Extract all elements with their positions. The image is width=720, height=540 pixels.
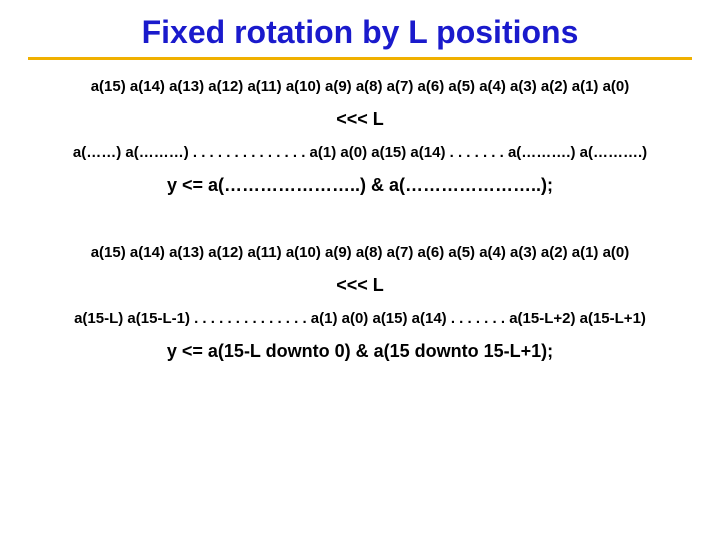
bottom-sequence: a(15) a(14) a(13) a(12) a(11) a(10) a(9)…: [20, 244, 700, 261]
bottom-rotated: a(15-L) a(15-L-1) . . . . . . . . . . . …: [20, 310, 700, 327]
title-underline: [28, 57, 692, 60]
top-sequence: a(15) a(14) a(13) a(12) a(11) a(10) a(9)…: [20, 78, 700, 95]
bottom-expression: y <= a(15-L downto 0) & a(15 downto 15-L…: [20, 341, 700, 362]
bottom-shift-op: <<< L: [20, 275, 700, 296]
slide-title: Fixed rotation by L positions: [20, 14, 700, 51]
top-rotated: a(……) a(………) . . . . . . . . . . . . . .…: [20, 144, 700, 161]
top-shift-op: <<< L: [20, 109, 700, 130]
slide: Fixed rotation by L positions a(15) a(14…: [0, 0, 720, 540]
top-expression: y <= a(…………………..) & a(…………………..);: [20, 175, 700, 196]
